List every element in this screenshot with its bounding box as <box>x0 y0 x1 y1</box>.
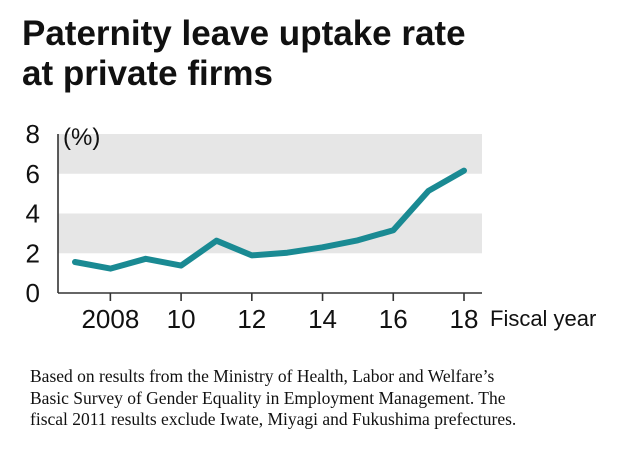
x-tick-label: 16 <box>379 304 408 334</box>
y-axis-label: (%) <box>63 124 100 151</box>
y-tick-label: 0 <box>26 278 40 308</box>
grid-bands <box>58 134 482 254</box>
grid-band <box>58 134 482 174</box>
y-tick-label: 6 <box>26 159 40 189</box>
source-note: Based on results from the Ministry of He… <box>30 366 615 431</box>
data-series <box>72 167 467 272</box>
source-note-line-2: Basic Survey of Gender Equality in Emplo… <box>30 387 506 408</box>
source-note-line-1: Based on results from the Ministry of He… <box>30 366 495 386</box>
x-tick-label: 2008 <box>81 304 139 334</box>
axes <box>57 134 482 301</box>
chart-title-line-1: Paternity leave uptake rate <box>22 14 466 53</box>
grid-band <box>58 213 482 254</box>
chart-title: Paternity leave uptake rate at private f… <box>22 14 612 94</box>
series-line <box>72 167 467 272</box>
line-chart: 0 2 4 6 8 (%) 2008 10 12 14 16 18 Fiscal year <box>26 119 597 334</box>
chart-title-line-2: at private firms <box>22 54 273 93</box>
x-tick-label: 14 <box>308 304 337 334</box>
y-tick-label: 2 <box>26 238 40 268</box>
source-note-line-3: fiscal 2011 results exclude Iwate, Miyag… <box>30 409 517 429</box>
x-axis-label: Fiscal year <box>490 306 596 331</box>
x-tick-label: 18 <box>450 304 479 334</box>
x-tick-label: 12 <box>237 304 266 334</box>
y-tick-label: 4 <box>26 199 40 229</box>
axis-labels: 0 2 4 6 8 (%) 2008 10 12 14 16 18 Fiscal year <box>26 119 597 334</box>
x-tick-label: 10 <box>167 304 196 334</box>
y-tick-label: 8 <box>26 119 40 149</box>
